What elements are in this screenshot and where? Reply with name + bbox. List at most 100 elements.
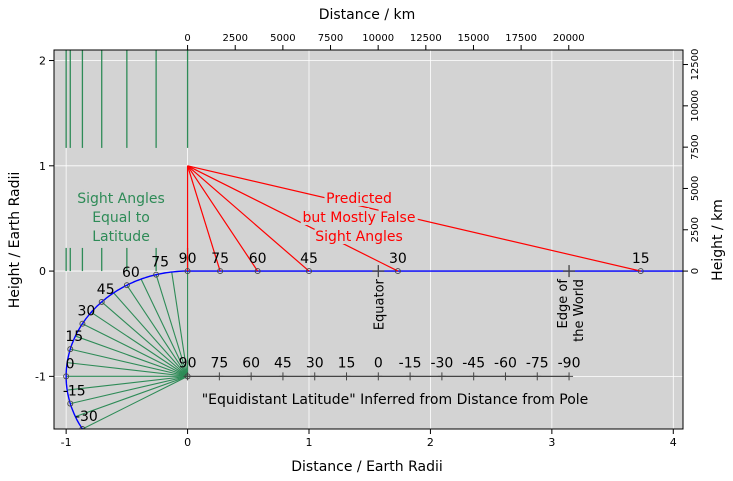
green-ray [75,335,188,377]
red-line-endpoint [184,268,191,275]
red-line-label: 15 [632,251,650,267]
red-line-label: 30 [389,251,407,267]
x-tick-label: 1 [306,436,313,449]
equator-label: Equator [372,278,387,330]
distance-scale-label: 0 [374,355,383,371]
green-ray [126,284,189,377]
globe-point [63,373,70,380]
red-line-endpoint [394,268,401,275]
green-ray [171,271,189,377]
globe-point [79,320,86,327]
distance-scale-label: -60 [494,355,517,371]
red-line-endpoint [254,268,261,275]
y2-tick-label: 12500 [690,49,701,81]
globe-latitude-label: 60 [122,265,140,281]
sight-equal-line-1: Sight Angles [77,191,165,207]
red-sight-lines: 90 75 60 45 30 15 [179,165,650,275]
inferred-annotation: "Equidistant Latitude" Inferred from Dis… [202,392,589,408]
green-ray [155,274,189,377]
y2-tick-label: 0 [690,268,701,274]
predicted-annotation: Predicted but Mostly False Sight Angles [300,188,419,248]
green-ray [67,375,188,391]
red-sight-line [187,165,310,272]
globe-point [153,271,160,278]
y-tick-label: 2 [39,55,46,68]
globe-latitude-label: 30 [77,304,95,320]
y2-axis-label: Height / km [710,199,726,281]
red-line-label: 45 [300,251,318,267]
green-ray [70,375,188,405]
red-sight-line [187,165,399,272]
distance-scale-label: -30 [430,355,453,371]
y-tick-label: -1 [35,370,46,383]
y2-tick-label: 5000 [690,176,701,201]
red-line-endpoint [637,268,644,275]
red-sight-line [187,165,641,272]
distance-scale-label: 75 [210,355,228,371]
red-line-endpoint [306,268,312,275]
distance-scale-label: 60 [242,355,260,371]
x2-tick-label: 0 [184,33,190,44]
distance-scale-label: -90 [558,355,581,371]
markers: Equator Edge of the World [372,265,587,342]
y2-tick-label: 2500 [690,217,701,242]
distance-scale-label: -45 [462,355,485,371]
x2-tick-label: 20000 [553,33,585,44]
green-ray [113,292,188,377]
red-line-label: 60 [249,251,267,267]
red-sight-line [186,165,221,272]
x2-tick-label: 2500 [222,33,247,44]
y-tick-label: 1 [39,160,46,173]
distance-scale-label: 45 [274,355,292,371]
green-ray [67,362,188,377]
globe-latitude-label: -15 [63,384,86,400]
predicted-line-1: Predicted [326,191,392,207]
x-tick-label: 2 [427,436,434,449]
y-tick-label: 0 [39,265,46,278]
globe-latitude-label: 45 [97,282,115,298]
red-sight-line [187,165,259,272]
globe-point [67,346,74,353]
distance-scale: 90 75 60 45 30 15 0 -15 -30 -45 -60 -75 -90 [179,355,581,381]
green-ray [82,375,188,429]
globe-centre-point [184,373,191,380]
sight-equal-line-3: Latitude [92,229,150,245]
plot-frame [53,49,684,430]
x-tick-label: 3 [548,436,555,449]
red-line-label: 90 [179,251,197,267]
y-axis-label: Height / Earth Radii [7,172,23,309]
globe-latitude-label: 15 [65,329,83,345]
globe-arc [65,270,188,429]
green-sight-lines-vertical [65,50,189,272]
red-line-label: 75 [211,251,229,267]
y2-tick-label: 10000 [690,90,701,122]
x2-tick-label: 10000 [362,33,394,44]
x2-tick-label: 17500 [505,33,537,44]
green-ray [90,311,188,377]
x2-tick-label: 7500 [318,33,343,44]
predicted-line-3: Sight Angles [315,229,403,245]
green-ray [101,301,188,377]
sight-equal-line-2: Equal to [92,210,150,226]
x2-tick-label: 12500 [410,33,442,44]
red-line-endpoint [217,268,224,275]
green-ray [75,375,188,418]
x2-tick-label: 5000 [270,33,295,44]
x-tick-label: 4 [670,436,677,449]
green-ray [70,348,188,377]
x2-tick-label: 15000 [458,33,490,44]
globe-point [67,400,74,407]
green-ray [82,323,188,377]
distance-scale-label: 90 [179,355,197,371]
green-ray [140,278,189,377]
x-tick-label: -1 [61,436,72,449]
edge-of-world-label: Edge of [556,279,571,329]
predicted-line-2: but Mostly False [303,210,416,226]
globe-point [98,298,105,305]
x-tick-label: 0 [184,436,191,449]
x-axis-label: Distance / Earth Radii [291,459,443,475]
globe-point [79,426,86,429]
